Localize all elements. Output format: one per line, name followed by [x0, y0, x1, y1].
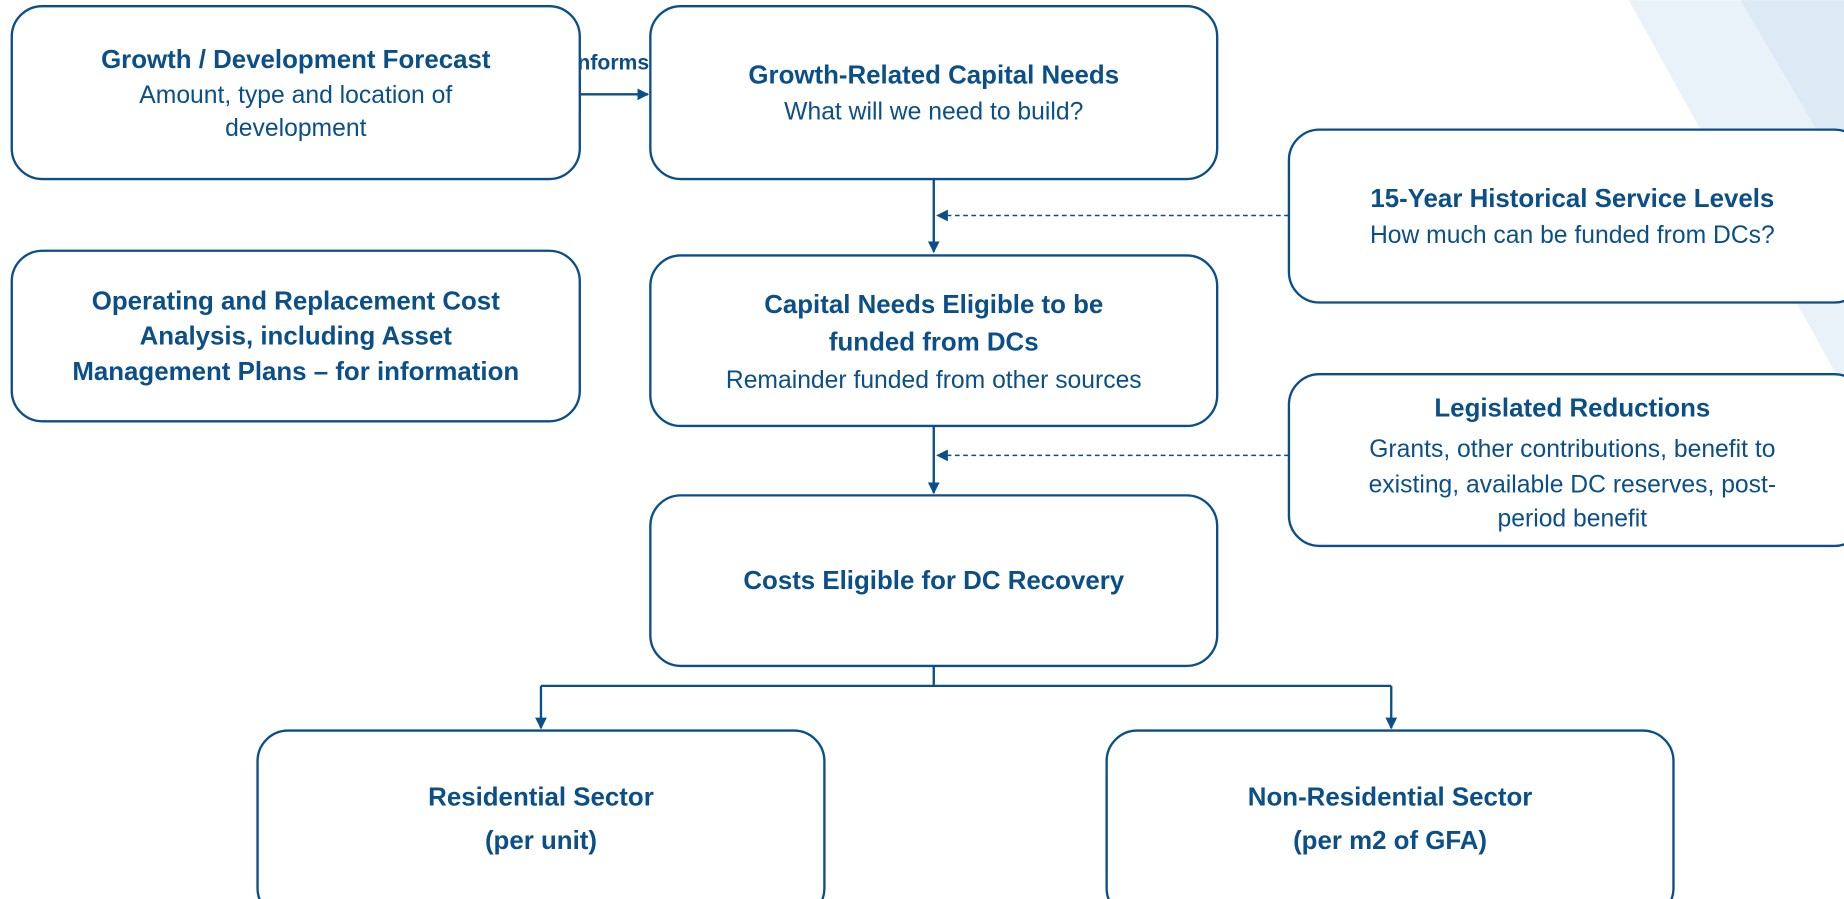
node-text: How much can be funded from DCs? [1370, 222, 1775, 249]
node-box [256, 729, 826, 899]
node-box [649, 494, 1219, 668]
edge-label: Informs [572, 51, 650, 74]
node-title: (per unit) [485, 827, 597, 855]
node-title: Capital Needs Eligible to be [764, 291, 1103, 319]
node-box [10, 4, 581, 181]
node-box [649, 254, 1219, 428]
node-box [1287, 128, 1844, 304]
node-title: Growth / Development Forecast [101, 46, 491, 74]
node-text: Remainder funded from other sources [726, 367, 1142, 394]
node-text: Grants, other contributions, benefit to [1369, 436, 1775, 463]
node-text: Amount, type and location of [139, 82, 452, 109]
node-title: (per m2 of GFA) [1293, 827, 1487, 855]
node-text: development [225, 115, 367, 142]
node-title: Costs Eligible for DC Recovery [743, 567, 1124, 595]
node-box [1105, 729, 1675, 899]
node-title: funded from DCs [829, 328, 1039, 356]
node-title: Residential Sector [428, 784, 654, 812]
node-text: existing, available DC reserves, post- [1369, 471, 1777, 498]
node-title: 15-Year Historical Service Levels [1370, 185, 1774, 213]
node-title: Analysis, including Asset [140, 323, 453, 351]
node-text: period benefit [1498, 506, 1648, 533]
node-title: Growth-Related Capital Needs [748, 62, 1119, 90]
node-title: Non-Residential Sector [1248, 784, 1533, 812]
node-title: Legislated Reductions [1434, 394, 1710, 422]
node-box [649, 4, 1219, 181]
node-text: What will we need to build? [784, 99, 1083, 126]
node-box [1287, 373, 1844, 548]
node-box [10, 249, 581, 423]
connector [540, 665, 1392, 688]
node-title: Operating and Replacement Cost [92, 287, 500, 315]
arrow [578, 76, 648, 112]
node-title: Management Plans – for information [72, 358, 519, 386]
